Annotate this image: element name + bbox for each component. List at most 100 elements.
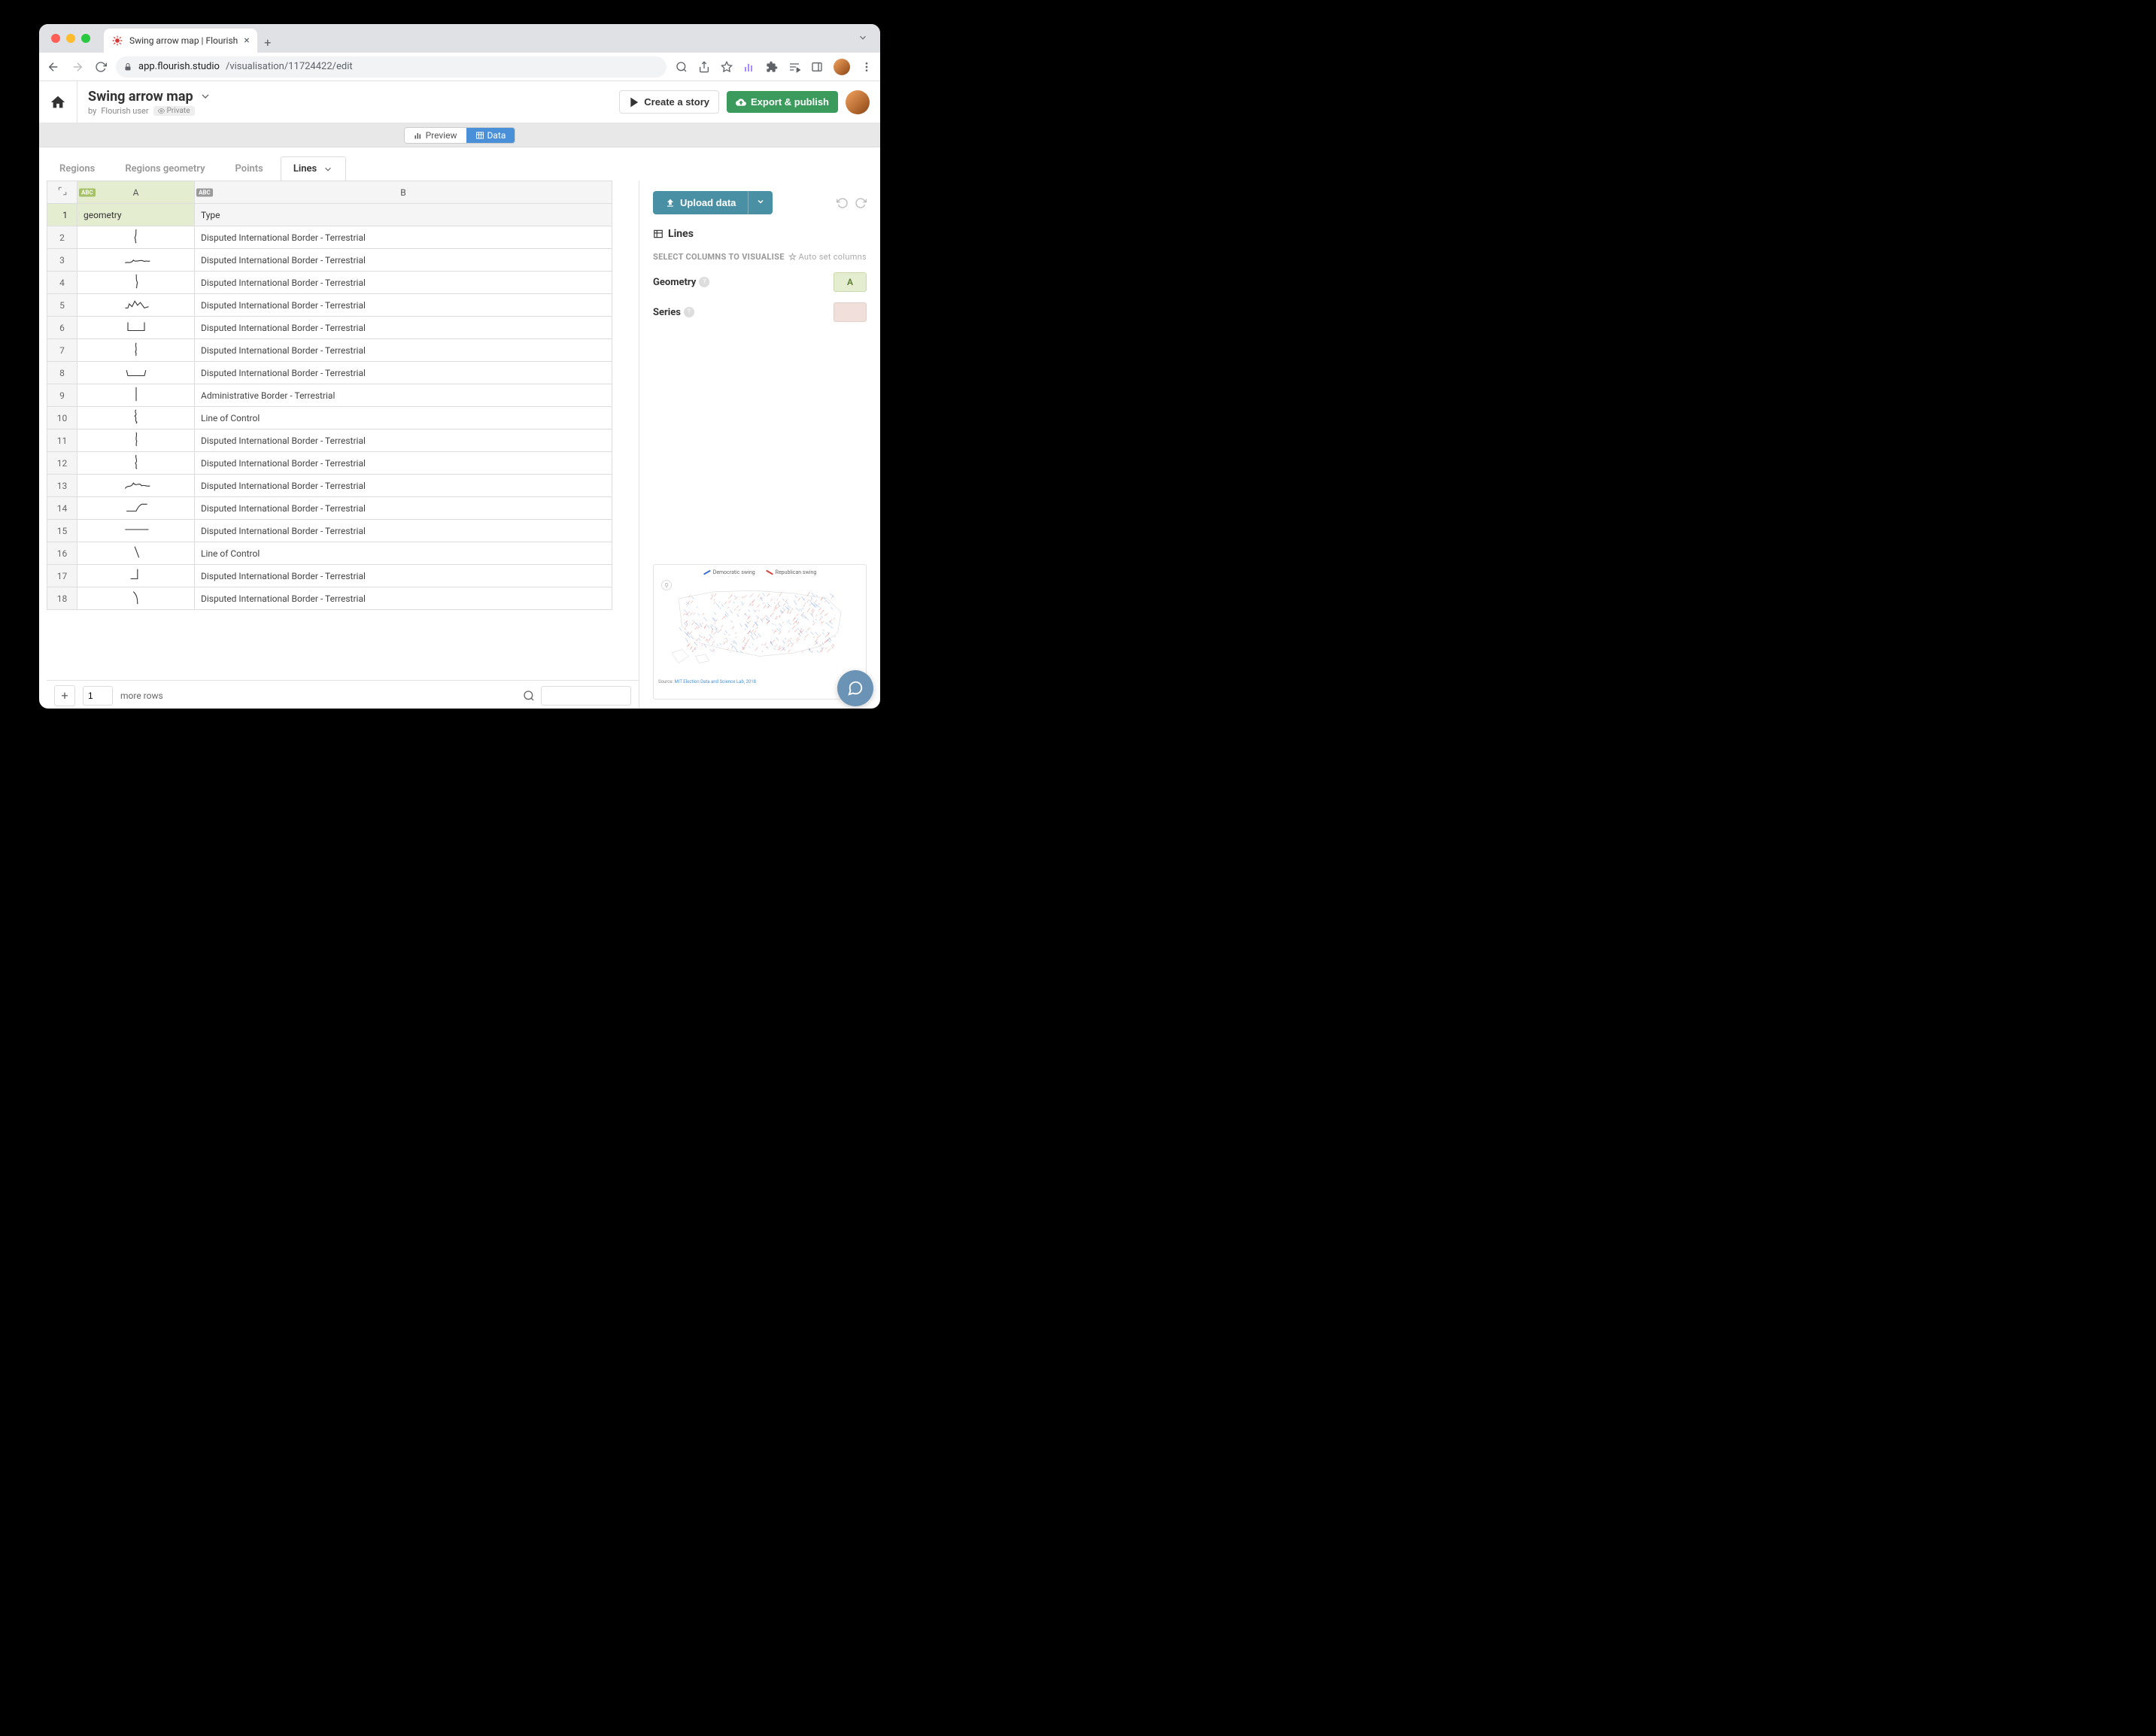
- type-cell[interactable]: Disputed International Border - Terrestr…: [195, 475, 612, 497]
- browser-tab[interactable]: Swing arrow map | Flourish ×: [104, 29, 257, 53]
- create-story-button[interactable]: Create a story: [619, 90, 719, 114]
- preview-thumbnail[interactable]: Democratic swing Republican swing ⚲ Sour…: [653, 564, 867, 700]
- extensions-icon[interactable]: [766, 61, 778, 73]
- column-header-a[interactable]: ABC A: [77, 181, 195, 204]
- chat-bubble-icon[interactable]: [837, 670, 873, 706]
- forward-button[interactable]: [71, 60, 84, 74]
- minimize-window-icon[interactable]: [66, 34, 75, 43]
- type-cell[interactable]: Disputed International Border - Terrestr…: [195, 249, 612, 272]
- geometry-cell[interactable]: [77, 339, 195, 362]
- geometry-cell[interactable]: [77, 497, 195, 520]
- type-cell[interactable]: Disputed International Border - Terrestr…: [195, 339, 612, 362]
- tab-regions-geometry[interactable]: Regions geometry: [112, 156, 217, 181]
- type-cell[interactable]: Disputed International Border - Terrestr…: [195, 317, 612, 339]
- row-header[interactable]: 15: [47, 520, 77, 542]
- type-cell[interactable]: Disputed International Border - Terrestr…: [195, 226, 612, 249]
- type-cell[interactable]: Disputed International Border - Terrestr…: [195, 587, 612, 610]
- document-title[interactable]: Swing arrow map: [88, 89, 193, 105]
- type-cell[interactable]: Administrative Border - Terrestrial: [195, 384, 612, 407]
- rows-count-input[interactable]: [83, 686, 113, 706]
- row-header[interactable]: 10: [47, 407, 77, 429]
- tab-points[interactable]: Points: [223, 156, 276, 181]
- geometry-cell[interactable]: [77, 294, 195, 317]
- search-icon[interactable]: [523, 690, 535, 702]
- tab-lines[interactable]: Lines: [281, 156, 346, 181]
- geometry-cell[interactable]: [77, 429, 195, 452]
- new-tab-button[interactable]: +: [257, 32, 278, 53]
- row-header[interactable]: 7: [47, 339, 77, 362]
- reload-button[interactable]: [95, 61, 107, 73]
- header-cell-b[interactable]: Type: [195, 204, 612, 226]
- tab-dropdown-icon[interactable]: [323, 164, 333, 175]
- type-cell[interactable]: Disputed International Border - Terrestr…: [195, 429, 612, 452]
- geometry-cell[interactable]: [77, 362, 195, 384]
- column-chip-geometry[interactable]: A: [834, 272, 867, 292]
- row-header[interactable]: 2: [47, 226, 77, 249]
- geometry-cell[interactable]: [77, 249, 195, 272]
- row-header[interactable]: 12: [47, 452, 77, 475]
- type-cell[interactable]: Disputed International Border - Terrestr…: [195, 362, 612, 384]
- geometry-cell[interactable]: [77, 565, 195, 587]
- geometry-cell[interactable]: [77, 475, 195, 497]
- row-header[interactable]: 5: [47, 294, 77, 317]
- row-header[interactable]: 9: [47, 384, 77, 407]
- help-icon[interactable]: ?: [684, 307, 694, 317]
- add-rows-button[interactable]: +: [54, 685, 75, 706]
- help-icon[interactable]: ?: [699, 277, 709, 287]
- privacy-badge[interactable]: Private: [153, 106, 195, 116]
- type-cell[interactable]: Line of Control: [195, 407, 612, 429]
- redo-icon[interactable]: [855, 197, 867, 209]
- column-header-b[interactable]: ABC B: [195, 181, 612, 204]
- extension-bars-icon[interactable]: [743, 61, 755, 73]
- star-icon[interactable]: [721, 61, 733, 73]
- row-header[interactable]: 18: [47, 587, 77, 610]
- preview-toggle[interactable]: Preview: [405, 128, 466, 143]
- type-cell[interactable]: Disputed International Border - Terrestr…: [195, 565, 612, 587]
- row-header[interactable]: 13: [47, 475, 77, 497]
- row-header[interactable]: 16: [47, 542, 77, 565]
- back-button[interactable]: [47, 60, 60, 74]
- data-toggle[interactable]: Data: [466, 128, 515, 143]
- data-table[interactable]: ABC A ABC B 1 geometry: [47, 181, 612, 610]
- row-header[interactable]: 14: [47, 497, 77, 520]
- tab-regions[interactable]: Regions: [47, 156, 108, 181]
- row-header[interactable]: 8: [47, 362, 77, 384]
- type-cell[interactable]: Disputed International Border - Terrestr…: [195, 497, 612, 520]
- corner-cell[interactable]: [47, 181, 77, 204]
- user-avatar[interactable]: [846, 90, 870, 114]
- row-header[interactable]: 6: [47, 317, 77, 339]
- url-input[interactable]: app.flourish.studio/visualisation/117244…: [116, 56, 667, 77]
- geometry-cell[interactable]: [77, 452, 195, 475]
- type-cell[interactable]: Disputed International Border - Terrestr…: [195, 272, 612, 294]
- type-cell[interactable]: Line of Control: [195, 542, 612, 565]
- profile-avatar[interactable]: [834, 59, 850, 75]
- zoom-icon[interactable]: [676, 61, 688, 73]
- geometry-cell[interactable]: [77, 226, 195, 249]
- geometry-cell[interactable]: [77, 407, 195, 429]
- geometry-cell[interactable]: [77, 317, 195, 339]
- row-header[interactable]: 11: [47, 429, 77, 452]
- type-cell[interactable]: Disputed International Border - Terrestr…: [195, 294, 612, 317]
- tab-close-icon[interactable]: ×: [244, 35, 249, 47]
- export-publish-button[interactable]: Export & publish: [727, 91, 838, 113]
- playlist-icon[interactable]: [788, 61, 800, 73]
- geometry-cell[interactable]: [77, 520, 195, 542]
- preview-search-icon[interactable]: ⚲: [661, 580, 672, 590]
- row-header[interactable]: 3: [47, 249, 77, 272]
- row-header[interactable]: 1: [47, 204, 77, 226]
- menu-dots-icon[interactable]: [861, 61, 873, 73]
- row-header[interactable]: 4: [47, 272, 77, 294]
- geometry-cell[interactable]: [77, 542, 195, 565]
- auto-set-columns-button[interactable]: Auto set columns: [788, 252, 867, 262]
- geometry-cell[interactable]: [77, 384, 195, 407]
- undo-icon[interactable]: [837, 197, 849, 209]
- header-cell-a[interactable]: geometry: [77, 204, 195, 226]
- upload-dropdown-button[interactable]: [748, 191, 773, 214]
- upload-data-button[interactable]: Upload data: [653, 191, 748, 214]
- title-dropdown-icon[interactable]: [199, 90, 211, 102]
- column-chip-series[interactable]: [834, 302, 867, 322]
- type-cell[interactable]: Disputed International Border - Terrestr…: [195, 452, 612, 475]
- panel-icon[interactable]: [811, 61, 823, 73]
- tab-overflow-icon[interactable]: [858, 32, 874, 46]
- geometry-cell[interactable]: [77, 272, 195, 294]
